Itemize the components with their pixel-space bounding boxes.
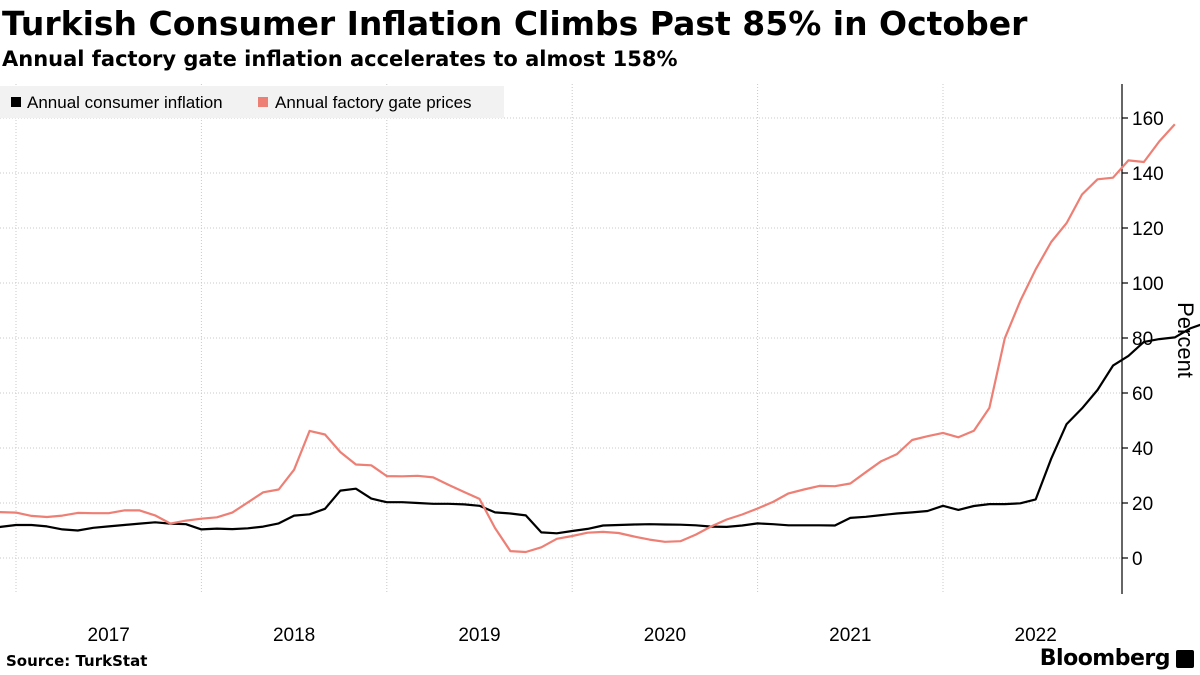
source-note: Source: TurkStat [6, 652, 148, 670]
factory-gate-prices-line [0, 123, 1176, 554]
y-tick-label: 20 [1132, 494, 1153, 515]
gridlines [0, 84, 1122, 594]
bloomberg-app-icon [1176, 650, 1194, 668]
legend-swatch-factory [258, 97, 268, 107]
chart-title: Turkish Consumer Inflation Climbs Past 8… [2, 4, 1028, 43]
legend: Annual consumer inflation Annual factory… [0, 86, 504, 118]
series-lines [0, 123, 1200, 554]
y-tick-label: 140 [1132, 164, 1164, 185]
y-tick-label: 60 [1132, 384, 1153, 405]
consumer-inflation-line [0, 323, 1200, 535]
y-tick-label: 0 [1132, 549, 1143, 570]
x-tick-label: 2022 [1015, 625, 1057, 646]
legend-background [0, 86, 504, 118]
y-axis-title: Percent [1173, 302, 1198, 378]
x-tick-label: 2021 [829, 625, 871, 646]
y-tick-label: 40 [1132, 439, 1153, 460]
x-tick-label: 2020 [644, 625, 686, 646]
legend-swatch-consumer [11, 97, 21, 107]
y-tick-label: 160 [1132, 109, 1164, 130]
x-tick-label: 2017 [88, 625, 130, 646]
y-tick-label: 120 [1132, 219, 1164, 240]
bloomberg-logo: Bloomberg [1039, 646, 1171, 671]
y-tick-label: 100 [1132, 274, 1164, 295]
chart-subtitle: Annual factory gate inflation accelerate… [2, 47, 678, 71]
y-tick-label: 80 [1132, 329, 1153, 350]
x-tick-label: 2019 [458, 625, 500, 646]
legend-label-consumer: Annual consumer inflation [27, 93, 223, 112]
x-tick-labels: 2017 2018 2019 2020 2021 2022 [88, 625, 1057, 646]
y-tick-labels: 0 20 40 60 80 100 120 140 160 [1122, 109, 1164, 570]
legend-label-factory: Annual factory gate prices [275, 93, 472, 112]
x-tick-label: 2018 [273, 625, 315, 646]
